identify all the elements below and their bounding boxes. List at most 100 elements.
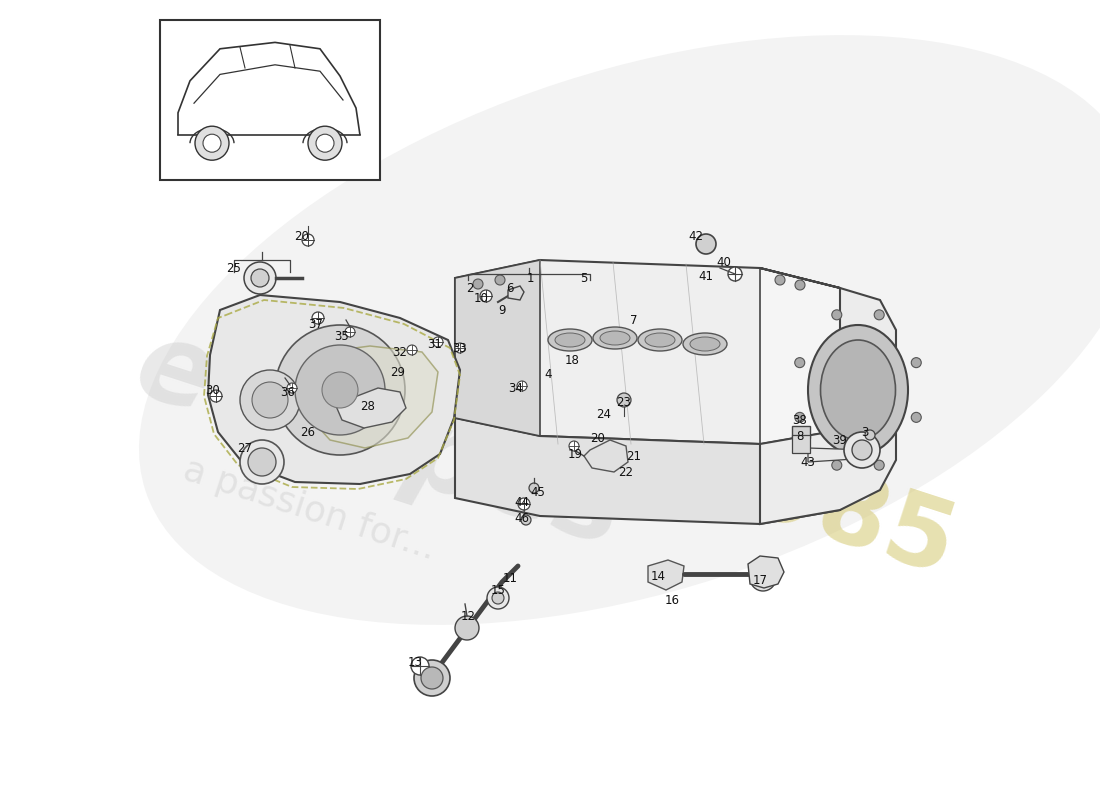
- Circle shape: [407, 345, 417, 355]
- Text: 37: 37: [309, 318, 323, 330]
- Text: a passion for...: a passion for...: [179, 453, 441, 567]
- Circle shape: [728, 267, 743, 281]
- Circle shape: [204, 134, 221, 152]
- Circle shape: [750, 565, 776, 591]
- Text: 15: 15: [491, 583, 505, 597]
- Text: 33: 33: [452, 342, 468, 354]
- Bar: [792, 426, 810, 438]
- Circle shape: [312, 312, 324, 324]
- Text: 46: 46: [515, 511, 529, 525]
- Text: 18: 18: [564, 354, 580, 366]
- Text: 11: 11: [503, 571, 517, 585]
- Circle shape: [345, 327, 355, 337]
- Circle shape: [316, 134, 334, 152]
- Text: 6: 6: [506, 282, 514, 294]
- Text: 17: 17: [752, 574, 768, 586]
- Text: 7: 7: [630, 314, 638, 326]
- Circle shape: [275, 325, 405, 455]
- Polygon shape: [808, 448, 870, 462]
- Text: 45: 45: [530, 486, 546, 498]
- Text: 10: 10: [474, 291, 488, 305]
- Text: 2: 2: [466, 282, 474, 294]
- Text: 27: 27: [238, 442, 253, 454]
- Circle shape: [252, 382, 288, 418]
- Text: 4: 4: [544, 367, 552, 381]
- Circle shape: [433, 337, 443, 347]
- Text: 24: 24: [596, 407, 612, 421]
- Circle shape: [865, 430, 874, 440]
- Text: 14: 14: [650, 570, 666, 582]
- Text: 25: 25: [227, 262, 241, 274]
- Circle shape: [302, 234, 313, 246]
- Text: 43: 43: [801, 455, 815, 469]
- Bar: [792, 435, 810, 453]
- Circle shape: [911, 358, 922, 368]
- Circle shape: [480, 290, 492, 302]
- Text: 23: 23: [617, 395, 631, 409]
- Circle shape: [911, 412, 922, 422]
- Text: 40: 40: [716, 255, 732, 269]
- Ellipse shape: [593, 327, 637, 349]
- Text: 35: 35: [334, 330, 350, 342]
- Text: 39: 39: [833, 434, 847, 446]
- Circle shape: [794, 358, 805, 368]
- Polygon shape: [584, 440, 628, 472]
- Text: 8: 8: [796, 430, 804, 442]
- Ellipse shape: [600, 331, 630, 345]
- Circle shape: [832, 310, 842, 320]
- Ellipse shape: [690, 337, 721, 351]
- Text: 22: 22: [618, 466, 634, 478]
- Circle shape: [210, 390, 222, 402]
- Text: 19: 19: [568, 447, 583, 461]
- Circle shape: [244, 262, 276, 294]
- Text: 30: 30: [206, 383, 220, 397]
- Polygon shape: [648, 560, 684, 590]
- Circle shape: [852, 440, 872, 460]
- Polygon shape: [336, 388, 406, 428]
- Circle shape: [322, 372, 358, 408]
- Text: 21: 21: [627, 450, 641, 462]
- Circle shape: [195, 126, 229, 160]
- Text: 26: 26: [300, 426, 316, 438]
- Ellipse shape: [556, 333, 585, 347]
- Circle shape: [529, 483, 539, 493]
- Circle shape: [295, 345, 385, 435]
- Circle shape: [874, 310, 884, 320]
- Polygon shape: [508, 286, 524, 300]
- Circle shape: [795, 280, 805, 290]
- Circle shape: [251, 269, 270, 287]
- Text: 41: 41: [698, 270, 714, 282]
- Circle shape: [776, 275, 785, 285]
- Polygon shape: [760, 268, 896, 524]
- Circle shape: [844, 432, 880, 468]
- Polygon shape: [455, 260, 840, 444]
- Circle shape: [794, 412, 805, 422]
- Polygon shape: [208, 295, 460, 484]
- Text: 3: 3: [861, 426, 869, 438]
- Circle shape: [240, 370, 300, 430]
- Polygon shape: [310, 346, 438, 448]
- Circle shape: [495, 275, 505, 285]
- Circle shape: [696, 234, 716, 254]
- Circle shape: [521, 515, 531, 525]
- Circle shape: [487, 587, 509, 609]
- Ellipse shape: [638, 329, 682, 351]
- Text: 31: 31: [428, 338, 442, 350]
- Circle shape: [248, 448, 276, 476]
- Polygon shape: [760, 268, 840, 444]
- Text: 1: 1: [526, 271, 534, 285]
- Ellipse shape: [808, 325, 908, 455]
- Circle shape: [473, 279, 483, 289]
- Bar: [160, 20, 380, 180]
- Circle shape: [421, 667, 443, 689]
- Text: 32: 32: [393, 346, 407, 358]
- Text: europes: europes: [122, 311, 637, 569]
- Text: 28: 28: [361, 399, 375, 413]
- Ellipse shape: [211, 104, 1009, 516]
- Ellipse shape: [683, 333, 727, 355]
- Circle shape: [414, 660, 450, 696]
- Text: 38: 38: [793, 414, 807, 426]
- Circle shape: [569, 441, 579, 451]
- Text: 29: 29: [390, 366, 406, 378]
- Text: 20: 20: [295, 230, 309, 242]
